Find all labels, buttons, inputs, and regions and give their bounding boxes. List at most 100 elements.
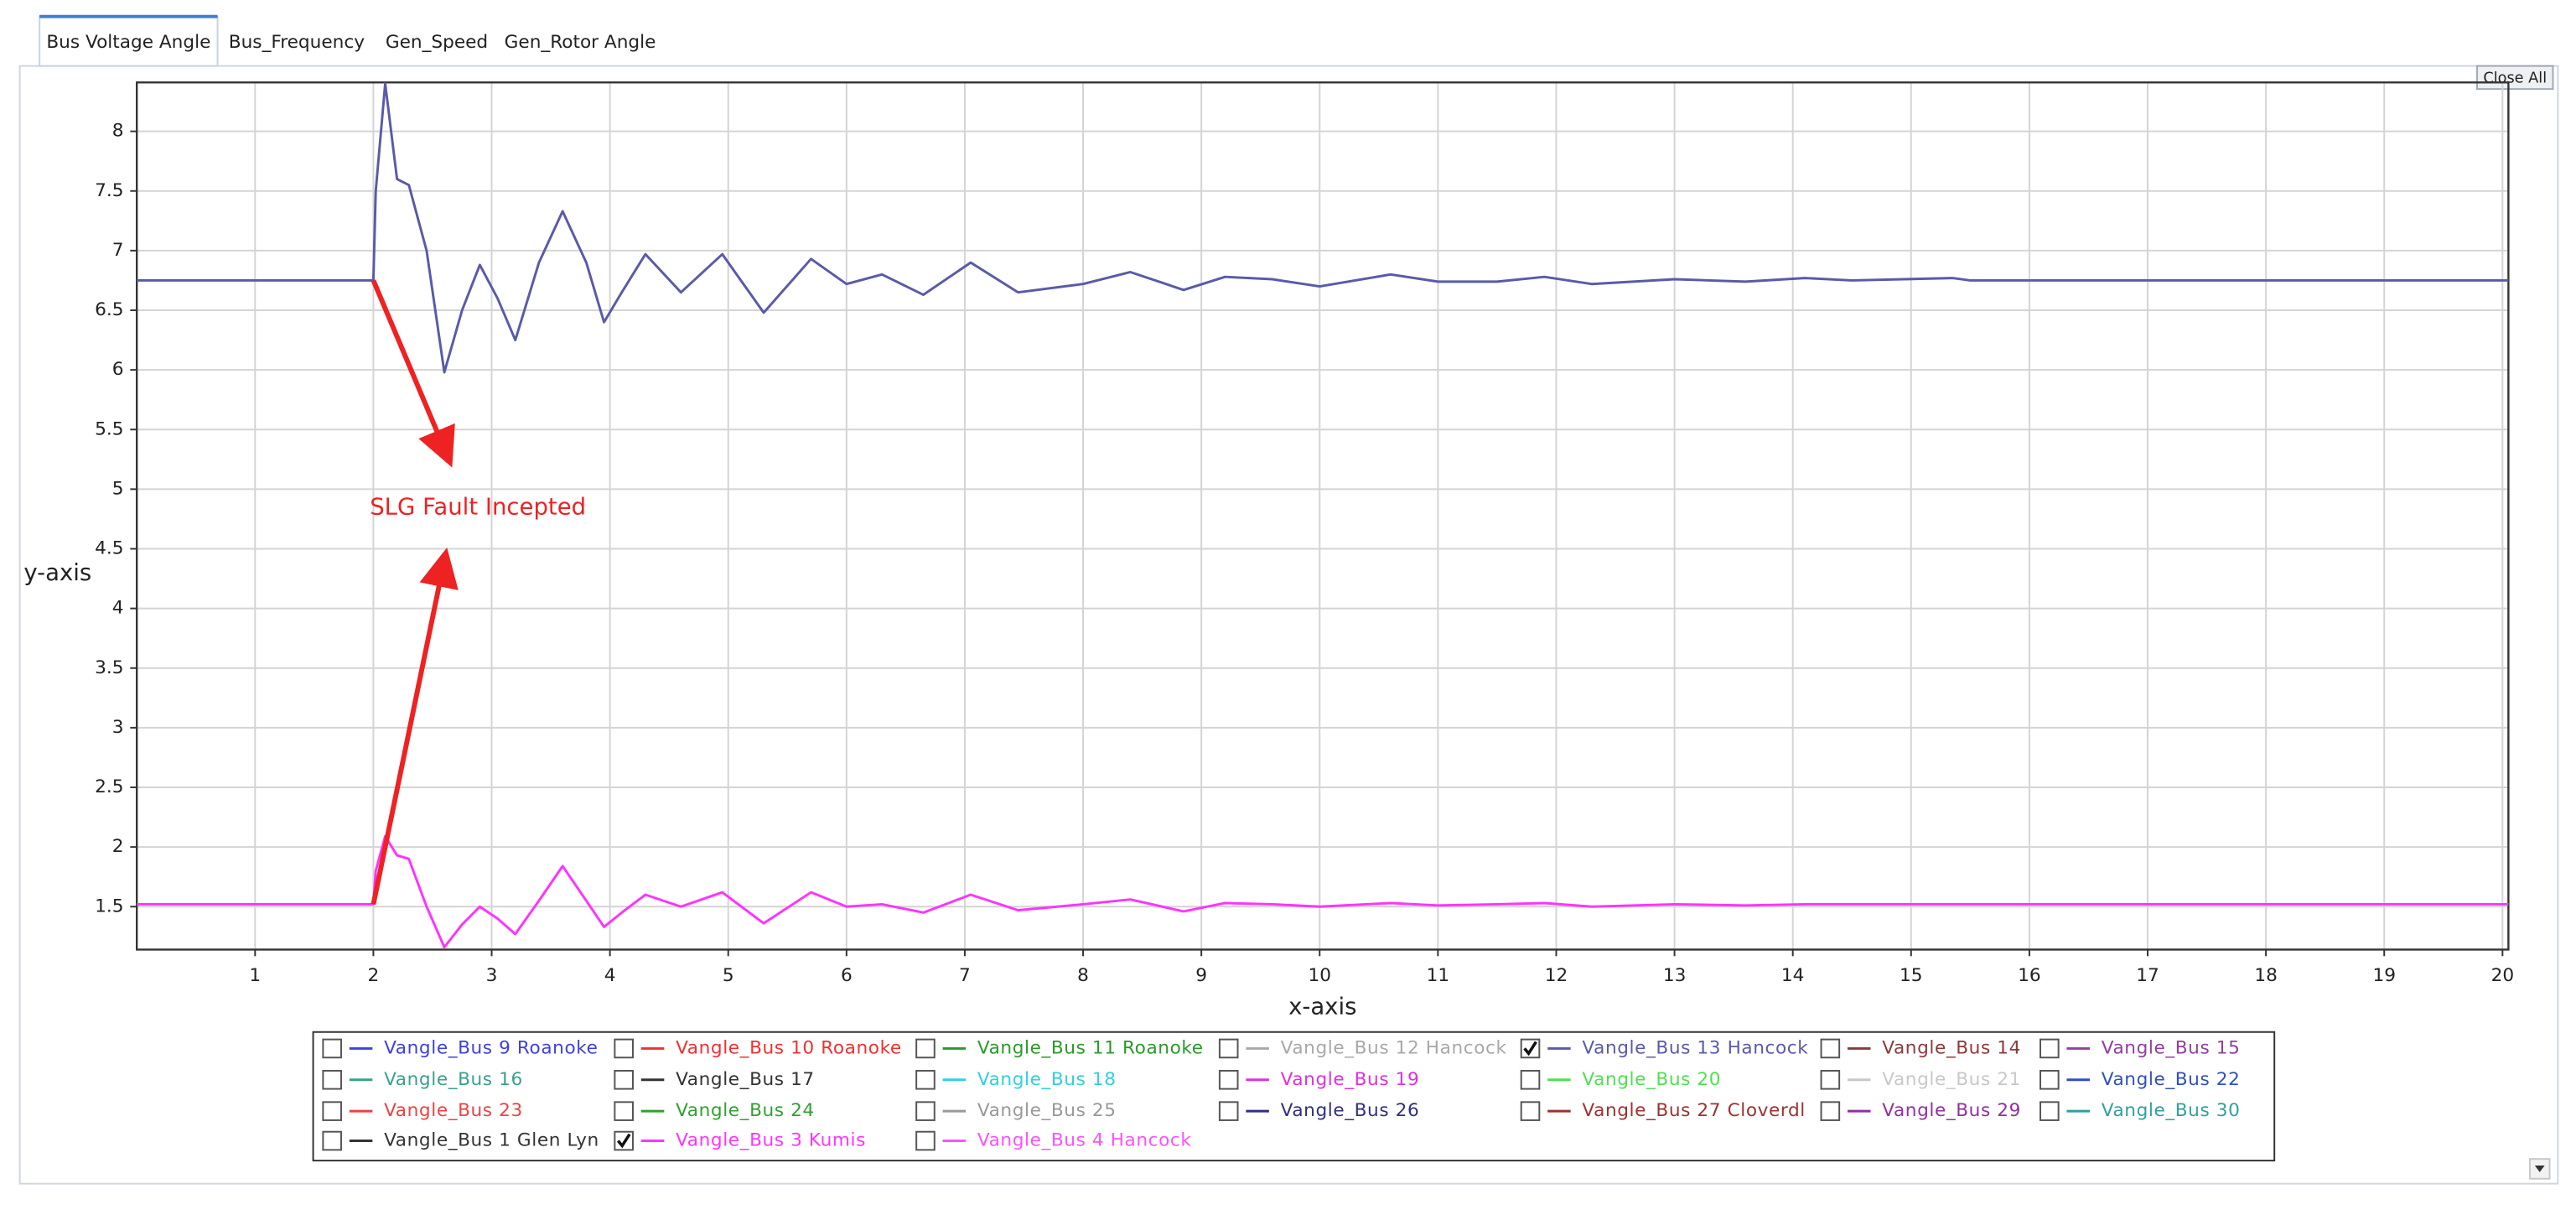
y-tick-label: 6 bbox=[112, 359, 124, 380]
legend-label: Vangle_Bus 30 bbox=[2102, 1100, 2241, 1121]
tab-panel bbox=[18, 65, 2559, 1185]
legend-label: Vangle_Bus 19 bbox=[1281, 1069, 1420, 1090]
tab[interactable] bbox=[39, 15, 219, 67]
legend-label: Vangle_Bus 23 bbox=[384, 1100, 523, 1121]
legend-checkbox[interactable] bbox=[322, 1038, 342, 1059]
legend-checkbox[interactable] bbox=[614, 1101, 634, 1121]
x-tick-label: 19 bbox=[2372, 965, 2396, 986]
legend-label: Vangle_Bus 26 bbox=[1281, 1100, 1420, 1121]
legend-label: Vangle_Bus 4 Hancock bbox=[977, 1130, 1192, 1151]
series-line bbox=[137, 834, 2509, 949]
y-tick-label: 7 bbox=[112, 240, 124, 261]
legend-label: Vangle_Bus 13 Hancock bbox=[1582, 1037, 1808, 1058]
legend-label: Vangle_Bus 18 bbox=[977, 1069, 1117, 1090]
plot-frame bbox=[136, 81, 2510, 951]
y-tick-label: 4.5 bbox=[95, 538, 123, 559]
y-tick-label: 3 bbox=[112, 717, 124, 738]
legend-checkbox[interactable] bbox=[614, 1069, 634, 1090]
legend-checkbox[interactable] bbox=[1218, 1069, 1239, 1090]
legend-box bbox=[312, 1031, 2276, 1162]
x-tick-label: 4 bbox=[604, 965, 616, 986]
y-tick-label: 5 bbox=[112, 478, 124, 499]
legend-label: Vangle_Bus 10 Roanoke bbox=[676, 1037, 902, 1058]
x-tick-label: 16 bbox=[2018, 965, 2040, 986]
legend-checkbox[interactable] bbox=[915, 1069, 936, 1090]
x-tick-label: 11 bbox=[1427, 965, 1450, 986]
legend-checkbox[interactable] bbox=[322, 1130, 342, 1151]
y-tick-label: 5.5 bbox=[95, 418, 123, 439]
legend-label: Vangle_Bus 29 bbox=[1882, 1100, 2021, 1121]
legend-label: Vangle_Bus 22 bbox=[2102, 1069, 2241, 1090]
legend-checkbox[interactable] bbox=[915, 1130, 936, 1151]
y-axis-label: y-axis bbox=[23, 559, 91, 586]
y-tick-label: 1.5 bbox=[95, 896, 123, 916]
tab-label[interactable]: Gen_Rotor Angle bbox=[505, 32, 656, 53]
legend-checkbox[interactable] bbox=[1820, 1038, 1841, 1059]
legend-checkbox[interactable] bbox=[1520, 1101, 1541, 1121]
tab-label[interactable]: Bus_Frequency bbox=[229, 32, 365, 53]
x-tick-label: 7 bbox=[959, 965, 971, 986]
legend-checkbox[interactable] bbox=[2040, 1101, 2060, 1121]
x-tick-label: 6 bbox=[841, 965, 853, 986]
x-tick-label: 10 bbox=[1309, 965, 1332, 986]
x-tick-label: 12 bbox=[1545, 965, 1568, 986]
legend-checkbox[interactable] bbox=[614, 1038, 634, 1059]
legend-checkbox[interactable] bbox=[1520, 1069, 1541, 1090]
legend-label: Vangle_Bus 17 bbox=[676, 1069, 815, 1090]
legend-label: Vangle_Bus 16 bbox=[384, 1069, 523, 1090]
y-tick-label: 4 bbox=[112, 598, 124, 619]
checkmark bbox=[1523, 1041, 1537, 1057]
x-tick-label: 18 bbox=[2254, 965, 2277, 986]
tab-label[interactable]: Bus Voltage Angle bbox=[46, 32, 210, 53]
legend-checkbox[interactable] bbox=[2040, 1038, 2060, 1059]
legend-checkbox[interactable] bbox=[1218, 1101, 1239, 1121]
series-line bbox=[137, 82, 2509, 374]
close-all-button[interactable] bbox=[2476, 65, 2554, 91]
annotation-arrow bbox=[371, 547, 459, 906]
x-tick-label: 13 bbox=[1663, 965, 1687, 986]
legend-checkbox[interactable] bbox=[322, 1069, 342, 1090]
checkmark bbox=[616, 1133, 631, 1149]
x-tick-label: 17 bbox=[2136, 965, 2159, 986]
x-tick-label: 9 bbox=[1195, 965, 1207, 986]
legend-label: Vangle_Bus 15 bbox=[2102, 1037, 2241, 1058]
legend-label: Vangle_Bus 1 Glen Lyn bbox=[384, 1130, 599, 1151]
close-all-label[interactable]: Close All bbox=[2483, 70, 2547, 86]
legend-checkbox[interactable] bbox=[915, 1038, 936, 1059]
legend-checkbox[interactable] bbox=[322, 1101, 342, 1121]
legend-label: Vangle_Bus 12 Hancock bbox=[1281, 1037, 1507, 1058]
legend-checkbox[interactable] bbox=[915, 1101, 936, 1121]
legend-label: Vangle_Bus 14 bbox=[1882, 1037, 2021, 1058]
legend-label: Vangle_Bus 11 Roanoke bbox=[977, 1037, 1204, 1058]
legend-checkbox[interactable] bbox=[1820, 1101, 1841, 1121]
x-tick-label: 5 bbox=[723, 965, 734, 986]
x-tick-label: 14 bbox=[1781, 965, 1804, 986]
y-tick-label: 6.5 bbox=[95, 299, 123, 320]
legend-label: Vangle_Bus 27 Cloverdl bbox=[1582, 1100, 1805, 1121]
x-tick-label: 8 bbox=[1077, 965, 1089, 986]
y-tick-label: 3.5 bbox=[95, 657, 123, 678]
tab-label[interactable]: Gen_Speed bbox=[386, 32, 488, 53]
x-tick-label: 15 bbox=[1900, 965, 1922, 986]
legend-checkbox[interactable] bbox=[1218, 1038, 1239, 1059]
x-tick-label: 2 bbox=[368, 965, 380, 986]
x-tick-label: 3 bbox=[486, 965, 498, 986]
y-tick-label: 7.5 bbox=[95, 180, 123, 201]
scroll-arrow bbox=[2534, 1166, 2545, 1172]
y-tick-label: 8 bbox=[112, 121, 124, 142]
annotation-arrow bbox=[371, 279, 455, 468]
y-tick-label: 2.5 bbox=[95, 776, 123, 797]
y-tick-label: 2 bbox=[112, 836, 124, 857]
x-axis-label: x-axis bbox=[1288, 993, 1356, 1020]
legend-label: Vangle_Bus 21 bbox=[1882, 1069, 2021, 1090]
legend-label: Vangle_Bus 9 Roanoke bbox=[384, 1037, 598, 1058]
x-tick-label: 1 bbox=[249, 965, 261, 986]
legend-checkbox[interactable] bbox=[1820, 1069, 1841, 1090]
legend-label: Vangle_Bus 20 bbox=[1582, 1069, 1721, 1090]
legend-label: Vangle_Bus 24 bbox=[676, 1100, 815, 1121]
legend-label: Vangle_Bus 3 Kumis bbox=[676, 1130, 866, 1151]
legend-label: Vangle_Bus 25 bbox=[977, 1100, 1117, 1121]
legend-checkbox[interactable] bbox=[2040, 1069, 2060, 1090]
